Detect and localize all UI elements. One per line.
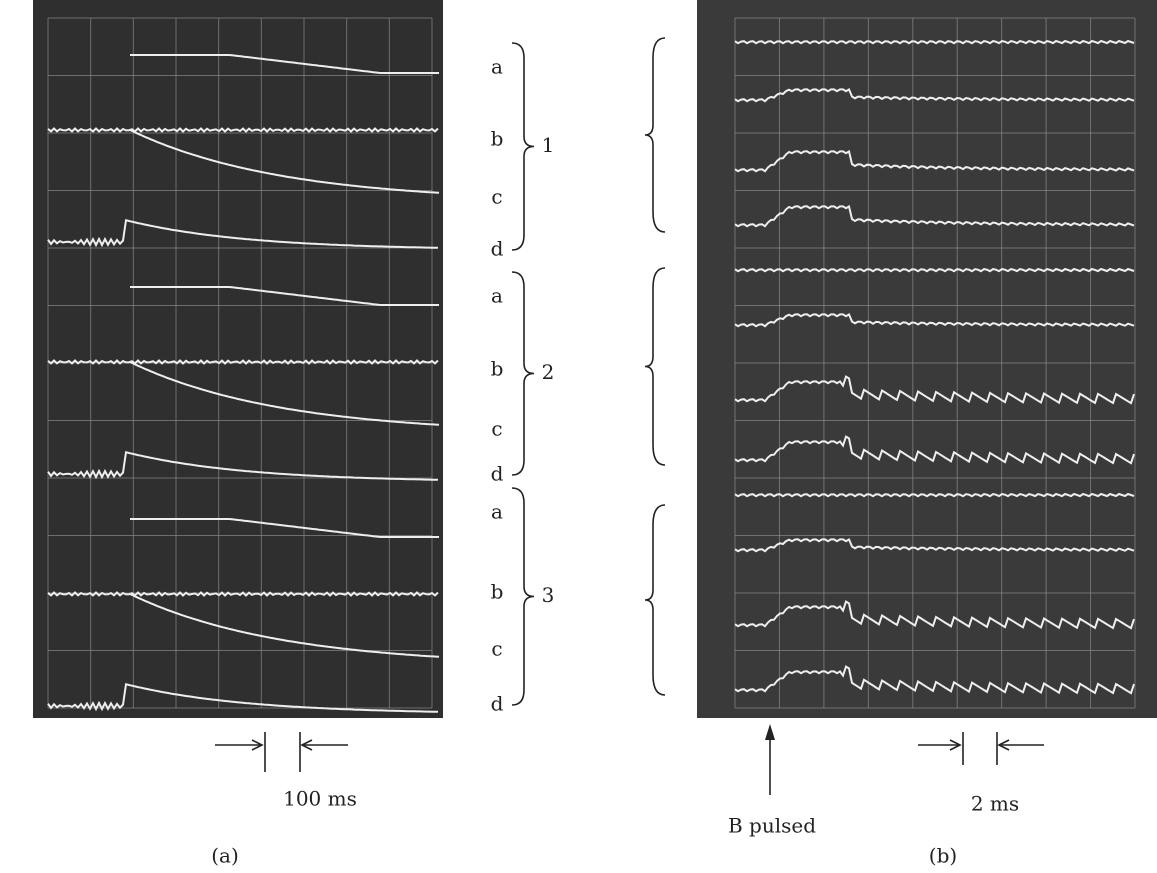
group-number: 2 (542, 360, 555, 384)
oscillogram-a (33, 0, 443, 718)
scale-bar-b (918, 732, 1044, 765)
trace (734, 267, 1135, 273)
scale-label-a: 100 ms (283, 787, 357, 811)
trace (47, 682, 439, 713)
trace-letter: a (491, 500, 503, 524)
trace (47, 127, 439, 133)
trace-letter: d (491, 692, 504, 716)
trace-letter: d (491, 237, 504, 261)
brace (511, 271, 535, 476)
trace (734, 492, 1135, 498)
trace (47, 218, 439, 249)
brace (511, 487, 535, 706)
scale-label-b: 2 ms (971, 792, 1019, 816)
trace-letter: b (491, 580, 504, 604)
trace (130, 54, 439, 74)
trace-letter: c (491, 417, 502, 441)
trace (734, 665, 1135, 695)
brace (644, 37, 666, 233)
trace (734, 312, 1135, 328)
trace (130, 518, 439, 538)
trace (734, 39, 1135, 45)
brace (511, 42, 535, 251)
oscillogram-b (697, 0, 1157, 718)
scale-bar-a (215, 732, 348, 772)
trace (734, 87, 1135, 103)
trace (734, 204, 1135, 228)
trace-letter: b (491, 127, 504, 151)
trace (129, 361, 440, 426)
trace (734, 375, 1135, 405)
grid (47, 17, 1136, 709)
trace (130, 286, 439, 306)
trace (47, 359, 439, 365)
panel-label-b: (b) (929, 844, 957, 868)
pulse-label: B pulsed (728, 814, 816, 838)
group-number: 1 (542, 133, 555, 157)
trace (734, 537, 1135, 553)
trace (734, 435, 1135, 465)
traces (47, 39, 1135, 713)
trace (47, 591, 439, 597)
trace (47, 450, 439, 481)
trace-letter: a (491, 55, 503, 79)
panel-label-a: (a) (211, 844, 239, 868)
trace (734, 600, 1135, 630)
trace-letter: c (491, 185, 502, 209)
trace-letter: b (491, 357, 504, 381)
trace-letter: c (491, 637, 502, 661)
brace (644, 267, 666, 466)
brace (644, 504, 666, 696)
pulse-arrow (765, 724, 775, 795)
trace-letter: a (491, 284, 503, 308)
group-number: 3 (542, 583, 555, 607)
trace (129, 129, 440, 194)
trace (734, 149, 1135, 173)
trace-letter: d (491, 462, 504, 486)
trace (129, 593, 440, 658)
